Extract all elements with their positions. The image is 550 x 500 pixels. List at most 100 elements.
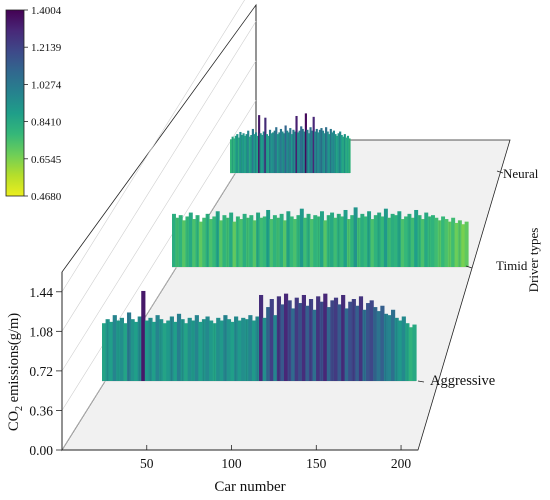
colorbar-tick-label: 1.4004 [31,5,62,17]
bar [314,131,317,173]
colorbar-ticks: 1.4004 1.2139 1.0274 0.8410 0.6545 0.4680 [24,5,62,203]
bar [284,125,287,173]
bar [412,324,417,381]
bar [424,212,429,267]
bar [162,323,167,381]
bar [251,320,257,381]
bar [185,216,190,267]
bar [250,134,253,173]
bar [330,300,335,381]
bar [182,220,187,267]
bar [387,217,392,267]
bar [144,320,149,381]
bar [337,133,340,173]
bar [242,213,247,267]
wall-gridline [61,0,245,292]
bar [175,217,180,267]
bar [248,315,253,381]
bar [276,134,279,173]
bar [270,133,273,173]
bar [362,309,367,381]
bar [276,296,282,381]
bar [237,320,242,381]
bar [289,128,292,173]
y-tick-label: 1.08 [29,324,53,339]
bar [205,213,210,267]
bar [326,131,329,173]
bar [215,211,220,267]
colorbar-tick-label: 0.4680 [31,191,62,203]
bar [343,134,346,173]
y-tick-label: 0.72 [29,364,53,379]
bar [383,208,388,267]
bar [172,213,176,267]
bar [266,307,271,381]
bar [265,134,268,173]
bar [321,130,325,173]
y-axis-label: CO2 emissions(g/m) [6,313,25,431]
bar [225,217,230,267]
bar [326,307,331,381]
bar [373,215,378,267]
bar [305,305,310,381]
bar [309,127,312,173]
bar [234,316,239,381]
bar [178,215,183,267]
bar [159,319,164,381]
bar [272,132,275,173]
wall-gridlines [61,0,257,451]
bar [198,321,203,381]
bar [262,131,265,173]
bar [286,211,291,267]
bar [340,134,343,173]
bar [253,134,256,173]
bar [343,209,348,267]
bar [293,219,298,267]
bar [202,217,207,267]
bar [306,129,309,173]
bar [194,315,199,381]
z-tick-label: Timid [496,258,528,273]
bar [268,129,272,173]
bar [326,215,331,267]
bar [166,320,171,381]
bar [355,305,360,381]
bar [258,115,261,173]
bar [155,315,160,381]
bar [334,134,337,173]
bar [318,129,321,173]
bar [272,215,277,267]
bar [380,305,385,381]
bar [309,219,314,267]
bar [259,294,264,381]
bar [278,132,281,173]
z-tick-label: Neural [503,166,539,181]
bar [348,138,351,173]
bar [195,215,200,267]
bar [295,115,298,173]
bar [126,312,132,381]
bar [262,216,267,267]
bar [219,220,224,267]
bar [222,215,227,267]
bar [219,320,224,381]
bar [303,131,306,173]
bar [105,319,110,381]
bar [366,303,371,381]
bar [383,313,389,381]
bar [242,133,245,173]
bar [251,128,254,173]
bar [148,317,153,381]
bar [240,134,244,173]
bar [397,211,402,267]
bar [437,220,442,267]
bar [313,215,318,267]
back-wall [256,5,510,140]
bar [391,309,396,381]
bar [319,301,324,381]
bar [279,213,284,267]
bar [246,217,250,267]
bar [290,134,293,173]
bar [394,317,399,381]
